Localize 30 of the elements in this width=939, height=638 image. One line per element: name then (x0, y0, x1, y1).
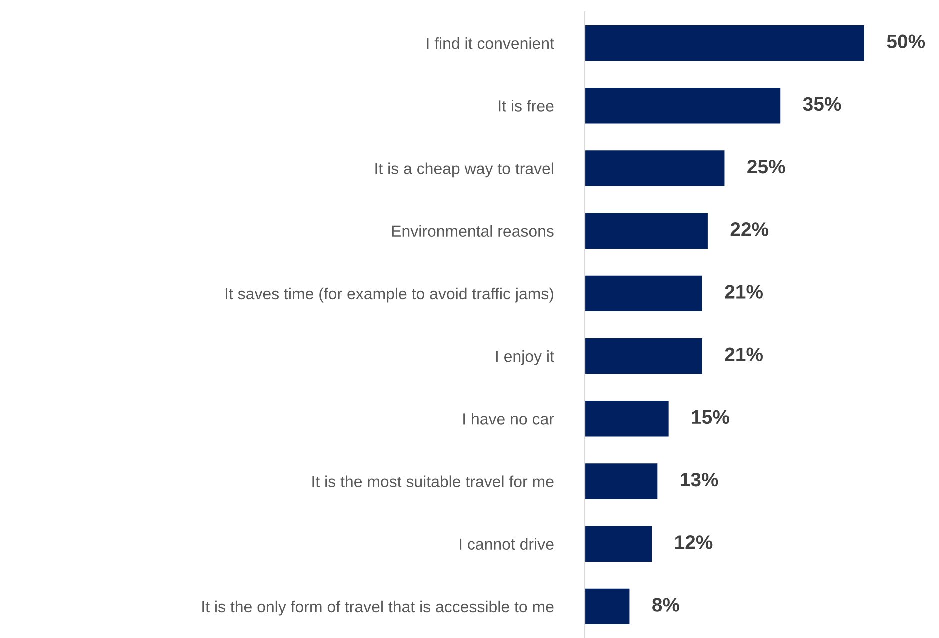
data-label: 8% (652, 598, 680, 612)
y-tick-label: Environmental reasons (392, 225, 554, 238)
data-label: 25% (748, 160, 786, 174)
data-label: 13% (681, 472, 718, 487)
data-label: 21% (725, 285, 763, 299)
data-label: 15% (692, 410, 730, 424)
data-label: 12% (676, 536, 713, 550)
bar (585, 276, 702, 312)
bar (585, 150, 725, 186)
bar (585, 213, 708, 249)
bar (585, 526, 652, 562)
data-label: 21% (725, 348, 763, 362)
data-label: 35% (803, 97, 842, 112)
bar (585, 25, 864, 62)
bar (585, 588, 630, 625)
data-label: 50% (887, 34, 926, 49)
y-tick-label: I cannot drive (460, 538, 554, 550)
y-tick-label: It is the only form of travel that is accessible to me (202, 600, 554, 616)
y-tick-label: I enjoy it (496, 350, 554, 366)
y-tick-label: I have no car (464, 413, 554, 425)
y-tick-label: I find it convenient (427, 38, 554, 50)
data-label: 22% (730, 222, 769, 236)
bar (585, 88, 781, 124)
bar (585, 338, 702, 374)
y-tick-label: It saves time (for example to avoid traffic jams) (226, 288, 554, 303)
bar (585, 464, 658, 500)
y-tick-label: It is the most suitable travel for me (312, 476, 554, 488)
bar (585, 401, 669, 437)
y-tick-label: It is a cheap way to travel (376, 162, 554, 178)
y-tick-label: It is free (499, 100, 554, 112)
